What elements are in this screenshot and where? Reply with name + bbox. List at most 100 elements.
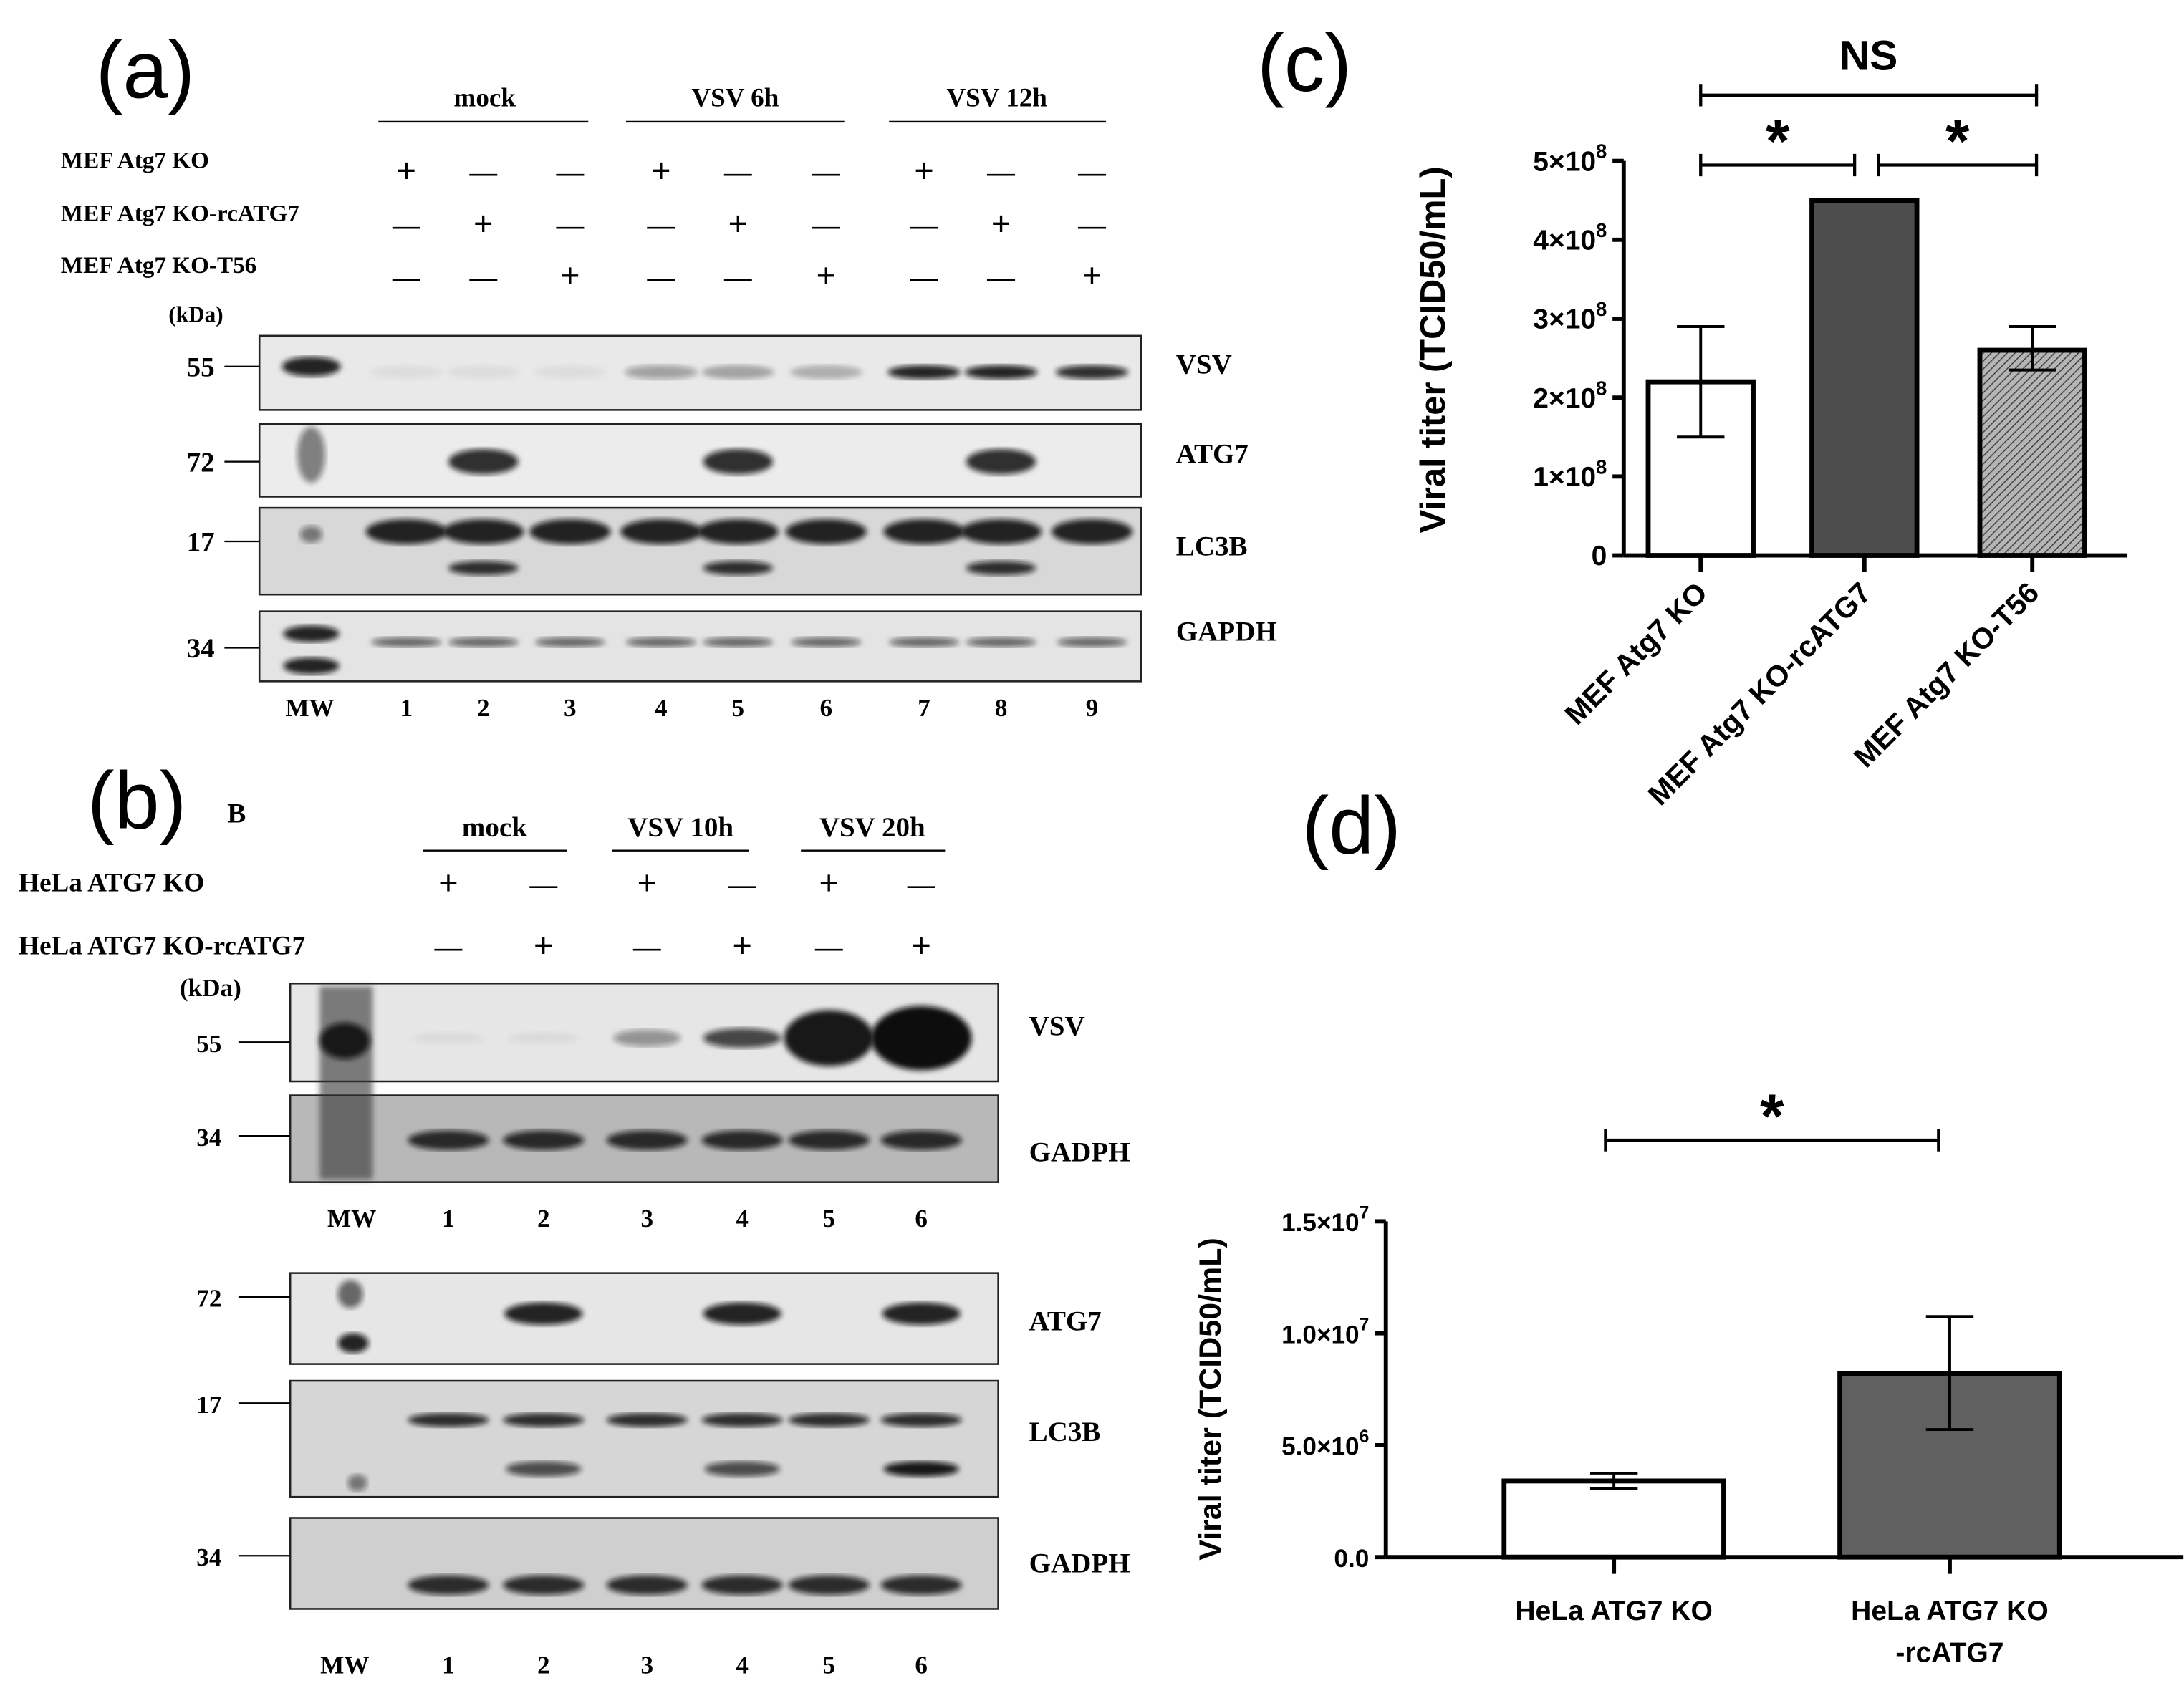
sign-minus: — (393, 211, 421, 241)
sign-minus: — (556, 158, 585, 188)
sign-minus: — (987, 158, 1016, 188)
blot-membrane (289, 1517, 999, 1610)
blot-label: LC3B (1176, 531, 1248, 562)
row-label: MEF Atg7 KO-T56 (61, 252, 256, 279)
y-tick-mantissa: 5×10 (1533, 146, 1596, 177)
sign-minus: — (529, 869, 558, 900)
significance-label: * (1760, 1082, 1784, 1151)
blot-band (1051, 519, 1133, 544)
sign-minus: — (908, 869, 936, 900)
significance-label: * (1766, 107, 1790, 176)
lane-number: 5 (731, 694, 744, 722)
blot-lc3b (289, 1379, 999, 1498)
y-tick-mantissa: 1.5×10 (1281, 1209, 1360, 1237)
sign-plus: + (819, 864, 839, 901)
blot-band (960, 519, 1042, 544)
sign-minus: — (812, 158, 841, 188)
blot-band (319, 1022, 370, 1059)
panel-sublabel-b: B (227, 799, 246, 829)
blot-band (365, 519, 447, 544)
y-tick-label: 0 (1592, 541, 1607, 572)
blot-band (625, 365, 698, 380)
sign-plus: + (817, 256, 836, 294)
blot-band (703, 1028, 781, 1048)
lane-group-header: mock (462, 812, 527, 843)
bar (1501, 1478, 1726, 1560)
blot-band (443, 519, 524, 544)
blot-band (370, 365, 443, 380)
blot-label: LC3B (1029, 1417, 1101, 1447)
y-tick-exponent: 7 (1360, 1203, 1370, 1223)
blot-membrane (289, 1379, 999, 1498)
sign-minus: — (910, 211, 939, 241)
lane-group-header: VSV 20h (819, 812, 925, 843)
sign-minus: — (556, 211, 585, 241)
kda-marker: 34 (196, 1543, 221, 1571)
blot-band (606, 1412, 688, 1427)
blot-band (703, 1302, 781, 1325)
x-tick-label: MEF Atg7 KO-T56 (1847, 576, 2045, 773)
y-axis-label: Viral titer (TCID50/mL) (1414, 166, 1453, 533)
blot-band (703, 637, 774, 647)
blot-band (508, 1032, 579, 1044)
sign-plus: + (651, 152, 670, 189)
lane-number: 1 (400, 694, 413, 722)
panel-label-a: (a) (96, 25, 195, 116)
blot-band (966, 637, 1036, 647)
blot-band (535, 637, 605, 647)
y-tick-label: 5.0×106 (1281, 1427, 1369, 1461)
blot-label: GADPH (1029, 1137, 1130, 1167)
sign-minus: — (633, 932, 662, 963)
lane-number: 6 (915, 1205, 928, 1233)
row-label: HeLa ATG7 KO-rcATG7 (19, 931, 305, 960)
bar (1809, 198, 1920, 558)
lane-group-header: mock (453, 83, 516, 112)
sign-plus: + (914, 152, 933, 189)
blot-atg7 (289, 1272, 999, 1365)
blot-band (870, 1006, 972, 1071)
blot-band (408, 1575, 489, 1595)
y-tick-mantissa: 1.0×10 (1281, 1321, 1360, 1349)
blot-band (883, 519, 965, 544)
kda-marker: 72 (196, 1285, 221, 1313)
kda-marker: 55 (187, 352, 215, 382)
blot-band (606, 1130, 688, 1150)
y-tick-exponent: 8 (1596, 298, 1607, 320)
blot-band (701, 1412, 783, 1427)
kda-marker: 34 (196, 1124, 221, 1152)
blot-band (1055, 365, 1129, 380)
y-tick-label: 2×108 (1533, 377, 1607, 414)
sign-minus: — (1078, 158, 1107, 188)
y-tick-exponent: 8 (1596, 455, 1607, 478)
sign-minus: — (393, 262, 421, 293)
panel-label-d: (d) (1302, 781, 1401, 872)
lane-number: MW (327, 1205, 376, 1233)
lane-number: 2 (477, 694, 490, 722)
sign-minus: — (987, 262, 1016, 293)
sign-minus: — (434, 932, 463, 963)
blot-band (882, 1302, 961, 1325)
lane-number: 7 (918, 694, 930, 722)
blot-band (347, 1474, 367, 1492)
blot-band (503, 1130, 585, 1150)
panel-label-c: (c) (1257, 18, 1352, 109)
blot-band (337, 1333, 369, 1353)
blot-band (883, 1461, 959, 1477)
blot-band (703, 449, 774, 475)
sign-minus: — (724, 262, 753, 293)
y-tick-label: 4×108 (1533, 219, 1607, 256)
lane-number: 4 (655, 694, 668, 722)
blot-band (282, 357, 341, 377)
lane-number: 2 (537, 1651, 550, 1679)
kda-label: (kDa) (168, 302, 223, 327)
panel-label-b: (b) (87, 755, 186, 846)
western-blot-a: mock VSV 6h VSV 12h MEF Atg7 KO + — — + — — + — — MEF… (61, 83, 1277, 722)
x-tick-label: -rcATG7 (1895, 1638, 2003, 1669)
blot-band (283, 657, 340, 675)
y-tick-exponent: 8 (1596, 140, 1607, 163)
blot-band (880, 1575, 962, 1595)
lane-number: 4 (736, 1205, 749, 1233)
blot-band (504, 1302, 583, 1325)
blot-band (788, 1412, 870, 1427)
